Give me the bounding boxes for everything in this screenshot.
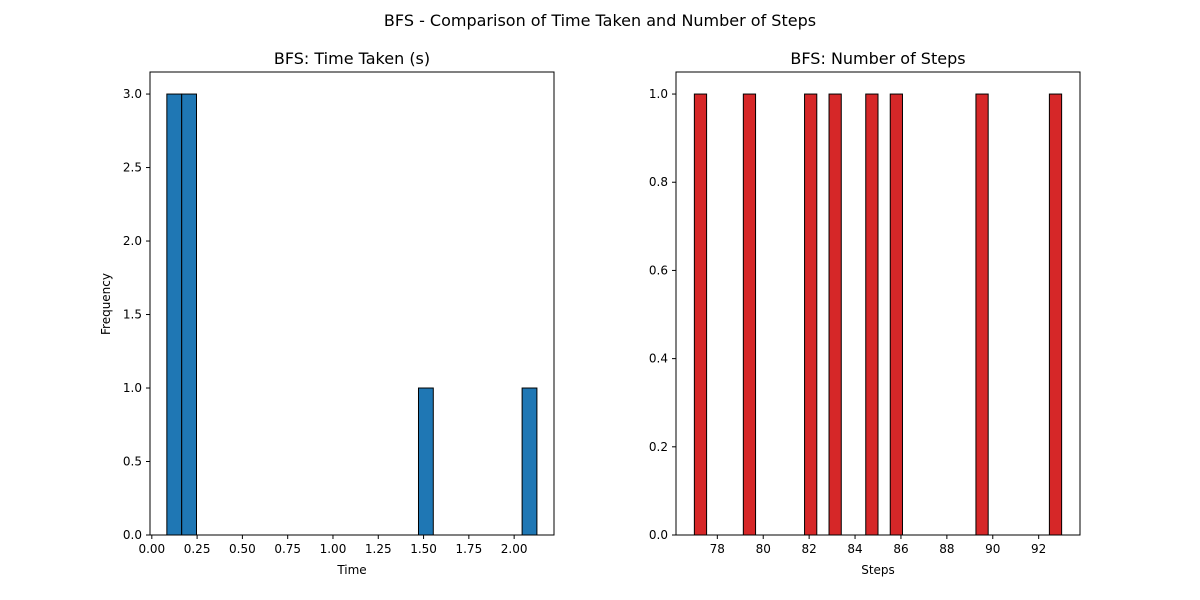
x-axis-label: Time <box>336 563 366 577</box>
time-taken-histogram: BFS: Time Taken (s) 0.00 0.25 0.50 0.75 1.00… <box>99 49 555 577</box>
x-axis-label: Steps <box>861 563 895 577</box>
x-tick-label: 1.00 <box>320 542 347 556</box>
histogram-bar <box>693 93 708 536</box>
x-tick-label: 1.50 <box>410 542 437 556</box>
y-ticks: 0.0 0.5 1.0 1.5 2.0 2.5 3.0 <box>123 87 150 542</box>
histogram-bar <box>521 387 538 536</box>
y-axis-label: Frequency <box>99 273 113 335</box>
x-ticks: 0.00 0.25 0.50 0.75 1.00 1.25 1.50 1.75 2.00 <box>138 535 528 556</box>
y-ticks: 0.0 0.2 0.4 0.6 0.8 1.0 <box>649 87 676 542</box>
subplot-title-time: BFS: Time Taken (s) <box>274 49 430 68</box>
y-tick-label: 0.5 <box>123 455 142 469</box>
x-tick-label: 1.75 <box>455 542 482 556</box>
y-tick-label: 1.5 <box>123 308 142 322</box>
y-tick-label: 0.6 <box>649 263 668 277</box>
x-tick-label: 1.25 <box>365 542 392 556</box>
y-tick-label: 3.0 <box>123 87 142 101</box>
histogram-bar <box>865 93 879 536</box>
number-of-steps-histogram: BFS: Number of Steps 78 80 82 84 86 88 90 92 0.… <box>649 49 1081 577</box>
x-tick-label: 0.25 <box>184 542 211 556</box>
y-tick-label: 0.0 <box>123 528 142 542</box>
histogram-bar <box>1048 93 1063 536</box>
histogram-bar <box>804 93 818 536</box>
bars-group <box>166 93 538 536</box>
histogram-bar <box>889 93 903 536</box>
figure-title: BFS - Comparison of Time Taken and Numbe… <box>384 11 816 30</box>
histogram-bar <box>166 93 183 536</box>
x-tick-label: 78 <box>710 542 725 556</box>
x-tick-label: 0.00 <box>138 542 165 556</box>
histogram-bar <box>181 93 197 536</box>
plot-frame <box>675 71 1081 536</box>
x-tick-label: 92 <box>1031 542 1046 556</box>
y-tick-label: 2.0 <box>123 234 142 248</box>
subplot-title-steps: BFS: Number of Steps <box>790 49 965 68</box>
y-tick-label: 0.0 <box>649 528 668 542</box>
y-tick-label: 0.4 <box>649 352 668 366</box>
y-tick-label: 1.0 <box>123 381 142 395</box>
x-ticks: 78 80 82 84 86 88 90 92 <box>710 535 1046 556</box>
x-tick-label: 0.50 <box>229 542 256 556</box>
plot-frame <box>149 71 555 536</box>
histogram-bar <box>828 93 842 536</box>
x-tick-label: 84 <box>847 542 862 556</box>
histogram-bar <box>417 387 434 536</box>
x-tick-label: 80 <box>756 542 771 556</box>
y-tick-label: 2.5 <box>123 161 142 175</box>
x-tick-label: 82 <box>801 542 816 556</box>
y-tick-label: 1.0 <box>649 87 668 101</box>
x-tick-label: 86 <box>893 542 908 556</box>
y-tick-label: 0.2 <box>649 440 668 454</box>
y-tick-label: 0.8 <box>649 175 668 189</box>
x-tick-label: 90 <box>985 542 1000 556</box>
histogram-bar <box>742 93 757 536</box>
histogram-bar <box>975 93 989 536</box>
x-tick-label: 2.00 <box>501 542 528 556</box>
x-tick-label: 88 <box>939 542 954 556</box>
bars-group <box>693 93 1063 536</box>
x-tick-label: 0.75 <box>274 542 301 556</box>
